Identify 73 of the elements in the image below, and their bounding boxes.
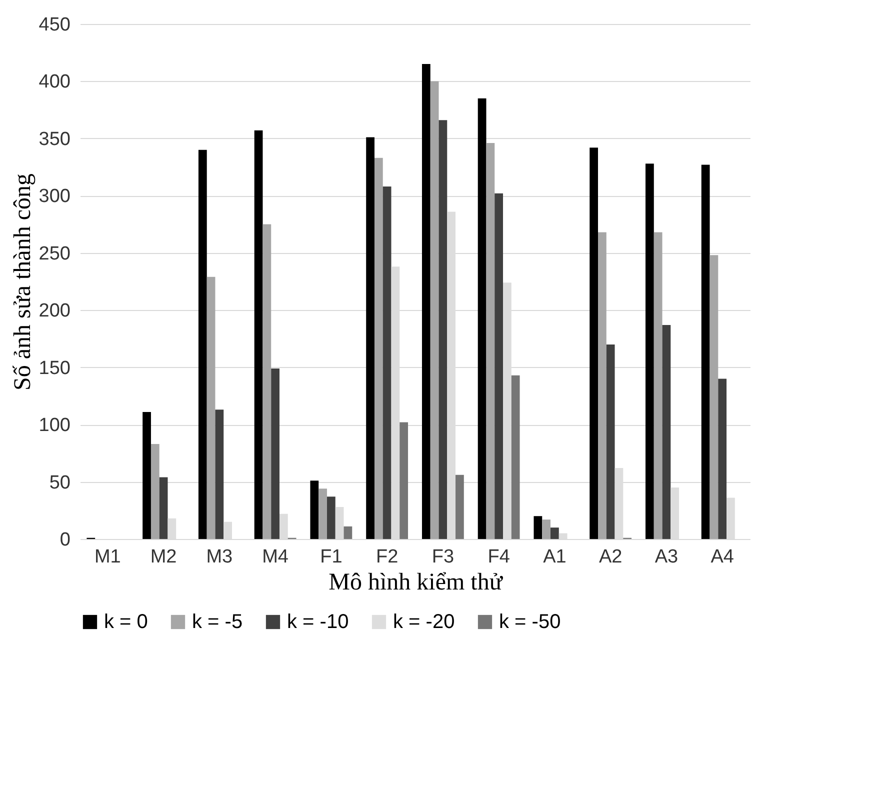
bar [215, 410, 224, 539]
bar [422, 64, 430, 539]
bar [326, 496, 336, 539]
bar [646, 164, 654, 539]
bar [726, 498, 735, 539]
bar [206, 276, 216, 539]
bar [400, 422, 408, 539]
bar [710, 255, 718, 539]
bar [606, 344, 615, 539]
bar [654, 232, 662, 539]
bar [430, 81, 439, 539]
bar [662, 324, 671, 539]
y-tick-label: 350 [38, 128, 70, 150]
bar [374, 158, 383, 539]
y-tick-label: 50 [49, 472, 70, 494]
bar [366, 137, 374, 539]
legend-label: k = 0 [104, 611, 148, 633]
bar [486, 143, 495, 539]
legend-label: k = -10 [287, 611, 349, 633]
bar [344, 526, 352, 539]
x-tick-label: F1 [320, 546, 342, 568]
bar [558, 533, 568, 539]
bar [670, 488, 680, 539]
y-tick-label: 200 [38, 300, 70, 322]
x-tick-label: M3 [206, 546, 233, 568]
bar [590, 148, 598, 539]
x-tick-label: M4 [262, 546, 289, 568]
bar [262, 224, 272, 539]
bar [456, 474, 464, 539]
bar [150, 444, 160, 539]
bar [701, 164, 710, 539]
x-tick-label: F3 [432, 546, 454, 568]
bar [159, 477, 168, 539]
y-tick-label: 0 [60, 530, 70, 550]
bar [318, 488, 327, 539]
y-tick-label: 150 [38, 358, 70, 379]
legend-label: k = -50 [499, 611, 561, 633]
bar [511, 375, 520, 539]
x-tick-label: A4 [710, 546, 734, 568]
x-tick-label: A2 [598, 546, 622, 568]
y-tick-label: 450 [38, 14, 70, 36]
bar [438, 120, 448, 539]
x-tick-label: A1 [543, 546, 566, 568]
bar [168, 518, 176, 539]
y-axis-title: Số ảnh sửa thành công [10, 174, 36, 390]
bar [142, 412, 151, 539]
bar [224, 522, 232, 539]
legend-label: k = -5 [192, 611, 243, 633]
bar [254, 130, 263, 539]
bar [534, 516, 542, 539]
y-tick-label: 400 [38, 72, 70, 93]
bar [550, 528, 559, 539]
x-tick-label: M2 [150, 546, 177, 568]
y-tick-label: 100 [38, 415, 70, 436]
bar [310, 480, 319, 539]
x-tick-label: M1 [94, 546, 121, 568]
bar [335, 506, 344, 539]
x-tick-label: F4 [488, 546, 510, 568]
bar [542, 520, 551, 539]
x-axis-title: Mô hình kiểm thử [328, 570, 504, 596]
bar [279, 514, 288, 539]
bar [382, 186, 392, 539]
bar [271, 368, 280, 539]
bar [478, 98, 486, 539]
y-tick-label: 250 [38, 243, 70, 264]
x-tick-label: A3 [654, 546, 678, 568]
bar [494, 193, 504, 539]
x-tick-label: F2 [376, 546, 398, 568]
y-tick-label: 300 [38, 186, 70, 208]
bar [598, 232, 606, 539]
legend-label: k = -20 [393, 611, 455, 633]
bar [198, 150, 207, 539]
bar [718, 378, 727, 539]
